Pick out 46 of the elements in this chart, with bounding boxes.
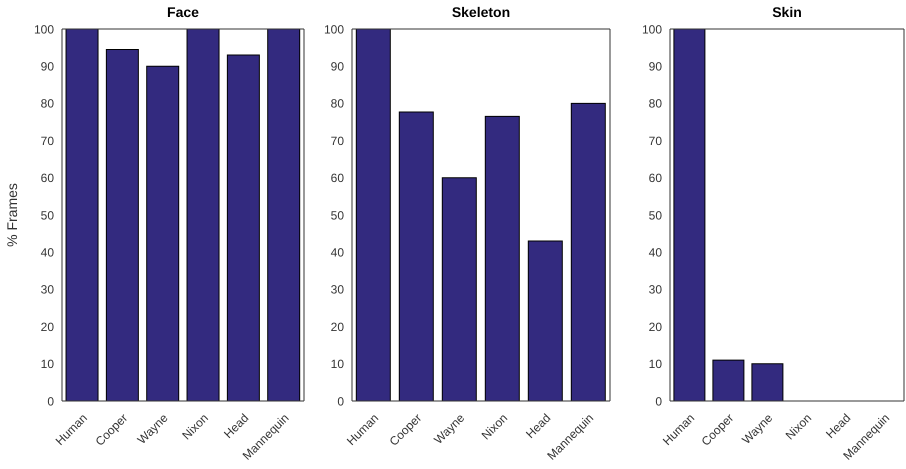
y-tick-label: 60 bbox=[40, 171, 54, 186]
y-tick-label: 40 bbox=[330, 245, 344, 260]
bar bbox=[673, 29, 706, 401]
y-tick-label: 20 bbox=[330, 320, 344, 334]
y-tick-label: 80 bbox=[40, 96, 54, 111]
y-tick-label: 30 bbox=[648, 282, 662, 297]
y-tick-label: 60 bbox=[330, 171, 344, 186]
bar bbox=[484, 116, 520, 401]
y-tick-label: 40 bbox=[648, 245, 662, 260]
y-tick-label: 10 bbox=[648, 357, 662, 372]
chart-title: Skeleton bbox=[450, 4, 512, 20]
y-tick-label: 10 bbox=[40, 357, 54, 372]
y-tick-label: 100 bbox=[34, 22, 54, 36]
y-tick-label: 40 bbox=[40, 245, 54, 260]
y-tick-label: 50 bbox=[330, 208, 344, 222]
chart-title: Face bbox=[166, 4, 200, 20]
y-tick-label: 20 bbox=[40, 320, 54, 334]
bar bbox=[751, 363, 784, 401]
y-axis-title: % Frames bbox=[4, 183, 20, 247]
y-tick-label: 0 bbox=[337, 394, 344, 408]
y-tick-label: 70 bbox=[40, 134, 54, 148]
y-tick-label: 100 bbox=[324, 22, 344, 36]
y-tick-label: 100 bbox=[642, 22, 662, 36]
y-tick-label: 90 bbox=[330, 59, 344, 74]
bar bbox=[528, 240, 563, 401]
bar bbox=[442, 177, 477, 401]
chart-title: Skin bbox=[771, 4, 803, 20]
y-tick-label: 60 bbox=[648, 171, 662, 186]
bar bbox=[398, 111, 434, 401]
y-tick-label: 70 bbox=[648, 134, 662, 148]
y-tick-label: 30 bbox=[40, 282, 54, 297]
y-tick-label: 50 bbox=[40, 208, 54, 222]
y-tick-label: 90 bbox=[40, 59, 54, 74]
y-tick-label: 70 bbox=[330, 134, 344, 148]
bar bbox=[712, 360, 744, 401]
bar bbox=[570, 102, 606, 401]
y-tick-label: 80 bbox=[330, 96, 344, 111]
y-tick-label: 50 bbox=[648, 208, 662, 222]
y-tick-label: 0 bbox=[655, 394, 662, 408]
y-tick-label: 0 bbox=[47, 394, 54, 408]
y-tick-label: 10 bbox=[330, 357, 344, 372]
y-tick-label: 30 bbox=[330, 282, 344, 297]
bar bbox=[356, 29, 391, 401]
y-tick-label: 90 bbox=[648, 59, 662, 74]
y-tick-label: 80 bbox=[648, 96, 662, 111]
y-tick-label: 20 bbox=[648, 320, 662, 334]
